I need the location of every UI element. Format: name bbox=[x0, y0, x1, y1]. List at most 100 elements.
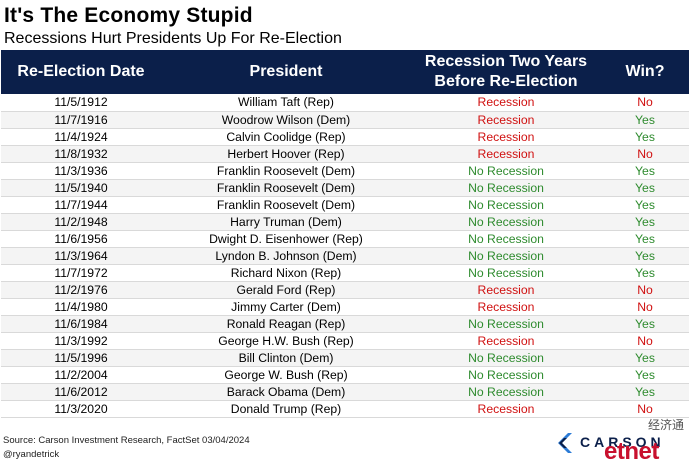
cell-recession: No Recession bbox=[411, 366, 601, 384]
cell-date: 11/7/1944 bbox=[1, 196, 161, 214]
author-handle: @ryandetrick bbox=[3, 449, 60, 460]
cell-win: No bbox=[601, 298, 689, 316]
cell-recession: Recession bbox=[411, 298, 601, 316]
cell-date: 11/6/1984 bbox=[1, 315, 161, 333]
cell-recession: No Recession bbox=[411, 349, 601, 367]
cell-win: No bbox=[601, 332, 689, 350]
cell-win: Yes bbox=[601, 213, 689, 231]
cell-president: Lyndon B. Johnson (Dem) bbox=[161, 247, 411, 265]
cell-recession: No Recession bbox=[411, 383, 601, 401]
cell-president: Franklin Roosevelt (Dem) bbox=[161, 179, 411, 197]
etnet-watermark: etnet bbox=[604, 438, 659, 462]
cell-date: 11/3/1936 bbox=[1, 162, 161, 180]
reelection-table: Re-Election Date President Recession Two… bbox=[1, 50, 689, 418]
cell-recession: No Recession bbox=[411, 213, 601, 231]
cell-win: Yes bbox=[601, 383, 689, 401]
source-note: Source: Carson Investment Research, Fact… bbox=[3, 435, 250, 446]
table-row: 11/5/1940 Franklin Roosevelt (Dem) No Rece… bbox=[1, 179, 689, 197]
cell-date: 11/5/1940 bbox=[1, 179, 161, 197]
chart-title: It's The Economy Stupid bbox=[4, 4, 253, 27]
table-row: 11/3/2020 Donald Trump (Rep) Recession No bbox=[1, 400, 689, 418]
table-row: 11/8/1932 Herbert Hoover (Rep) Recession No bbox=[1, 145, 689, 163]
table-row: 11/6/1984 Ronald Reagan (Rep) No Recession… bbox=[1, 315, 689, 333]
table-row: 11/7/1972 Richard Nixon (Rep) No Recession… bbox=[1, 264, 689, 282]
cell-recession: No Recession bbox=[411, 230, 601, 248]
cell-recession: Recession bbox=[411, 281, 601, 299]
cell-date: 11/5/1996 bbox=[1, 349, 161, 367]
cell-recession: No Recession bbox=[411, 315, 601, 333]
table-row: 11/3/1992 George H.W. Bush (Rep) Recession… bbox=[1, 332, 689, 350]
cell-recession: Recession bbox=[411, 332, 601, 350]
cell-date: 11/3/1992 bbox=[1, 332, 161, 350]
cell-president: Calvin Coolidge (Rep) bbox=[161, 128, 411, 146]
cell-date: 11/5/1912 bbox=[1, 94, 161, 112]
cell-date: 11/4/1924 bbox=[1, 128, 161, 146]
cell-president: William Taft (Rep) bbox=[161, 94, 411, 112]
chart-subtitle: Recessions Hurt Presidents Up For Re-Ele… bbox=[4, 30, 342, 47]
cell-president: Jimmy Carter (Dem) bbox=[161, 298, 411, 316]
table-row: 11/4/1924 Calvin Coolidge (Rep) Recession Y… bbox=[1, 128, 689, 146]
table-row: 11/7/1916 Woodrow Wilson (Dem) Recession Ye… bbox=[1, 111, 689, 129]
cell-win: Yes bbox=[601, 128, 689, 146]
cell-date: 11/7/1916 bbox=[1, 111, 161, 129]
cell-president: Franklin Roosevelt (Dem) bbox=[161, 162, 411, 180]
header-date: Re-Election Date bbox=[17, 63, 145, 80]
cell-win: No bbox=[601, 94, 689, 112]
cell-president: Gerald Ford (Rep) bbox=[161, 281, 411, 299]
cell-win: Yes bbox=[601, 196, 689, 214]
cell-president: Donald Trump (Rep) bbox=[161, 400, 411, 418]
cell-date: 11/7/1972 bbox=[1, 264, 161, 282]
cell-date: 11/2/1948 bbox=[1, 213, 161, 231]
cell-president: Franklin Roosevelt (Dem) bbox=[161, 196, 411, 214]
cell-date: 11/2/2004 bbox=[1, 366, 161, 384]
carson-brand-text: CARSON bbox=[580, 434, 665, 450]
cell-date: 11/8/1932 bbox=[1, 145, 161, 163]
table-row: 11/2/1976 Gerald Ford (Rep) Recession No bbox=[1, 281, 689, 299]
cell-president: Woodrow Wilson (Dem) bbox=[161, 111, 411, 129]
cell-president: Richard Nixon (Rep) bbox=[161, 264, 411, 282]
table-row: 11/7/1944 Franklin Roosevelt (Dem) No Rece… bbox=[1, 196, 689, 214]
cell-recession: Recession bbox=[411, 400, 601, 418]
cell-president: Bill Clinton (Dem) bbox=[161, 349, 411, 367]
cell-president: Dwight D. Eisenhower (Rep) bbox=[161, 230, 411, 248]
cell-date: 11/6/1956 bbox=[1, 230, 161, 248]
cell-win: No bbox=[601, 281, 689, 299]
header-president: President bbox=[249, 63, 323, 80]
cell-win: Yes bbox=[601, 264, 689, 282]
cell-win: Yes bbox=[601, 349, 689, 367]
table-row: 11/2/2004 George W. Bush (Rep) No Recessio… bbox=[1, 366, 689, 384]
cell-date: 11/6/2012 bbox=[1, 383, 161, 401]
cell-president: George H.W. Bush (Rep) bbox=[161, 332, 411, 350]
cell-win: Yes bbox=[601, 230, 689, 248]
etnet-watermark-cn: 经济通 bbox=[648, 418, 685, 432]
cell-president: Harry Truman (Dem) bbox=[161, 213, 411, 231]
cell-recession: No Recession bbox=[411, 264, 601, 282]
cell-date: 11/2/1976 bbox=[1, 281, 161, 299]
cell-win: Yes bbox=[601, 315, 689, 333]
cell-recession: No Recession bbox=[411, 196, 601, 214]
cell-recession: Recession bbox=[411, 145, 601, 163]
cell-win: Yes bbox=[601, 366, 689, 384]
table-row: 11/3/1964 Lyndon B. Johnson (Dem) No Reces… bbox=[1, 247, 689, 265]
table-row: 11/5/1912 William Taft (Rep) Recession No bbox=[1, 94, 689, 112]
cell-recession: Recession bbox=[411, 128, 601, 146]
cell-win: No bbox=[601, 400, 689, 418]
carson-logo: CARSON 经济通 etnet bbox=[554, 418, 688, 462]
table-row: 11/5/1996 Bill Clinton (Dem) No Recession Y… bbox=[1, 349, 689, 367]
cell-president: Ronald Reagan (Rep) bbox=[161, 315, 411, 333]
cell-president: Herbert Hoover (Rep) bbox=[161, 145, 411, 163]
cell-date: 11/3/2020 bbox=[1, 400, 161, 418]
cell-recession: No Recession bbox=[411, 179, 601, 197]
table-header-row: Re-Election Date President Recession Two… bbox=[1, 50, 689, 94]
cell-recession: Recession bbox=[411, 111, 601, 129]
cell-win: Yes bbox=[601, 179, 689, 197]
table-row: 11/6/1956 Dwight D. Eisenhower (Rep) No Re… bbox=[1, 230, 689, 248]
cell-date: 11/3/1964 bbox=[1, 247, 161, 265]
cell-recession: Recession bbox=[411, 94, 601, 112]
table-body: 11/5/1912 William Taft (Rep) Recession No 11… bbox=[1, 94, 689, 418]
table-row: 11/2/1948 Harry Truman (Dem) No Recession Y… bbox=[1, 213, 689, 231]
header-win: Win? bbox=[625, 63, 665, 80]
table-row: 11/3/1936 Franklin Roosevelt (Dem) No Rece… bbox=[1, 162, 689, 180]
carson-chevron-icon bbox=[558, 433, 572, 453]
cell-recession: No Recession bbox=[411, 162, 601, 180]
